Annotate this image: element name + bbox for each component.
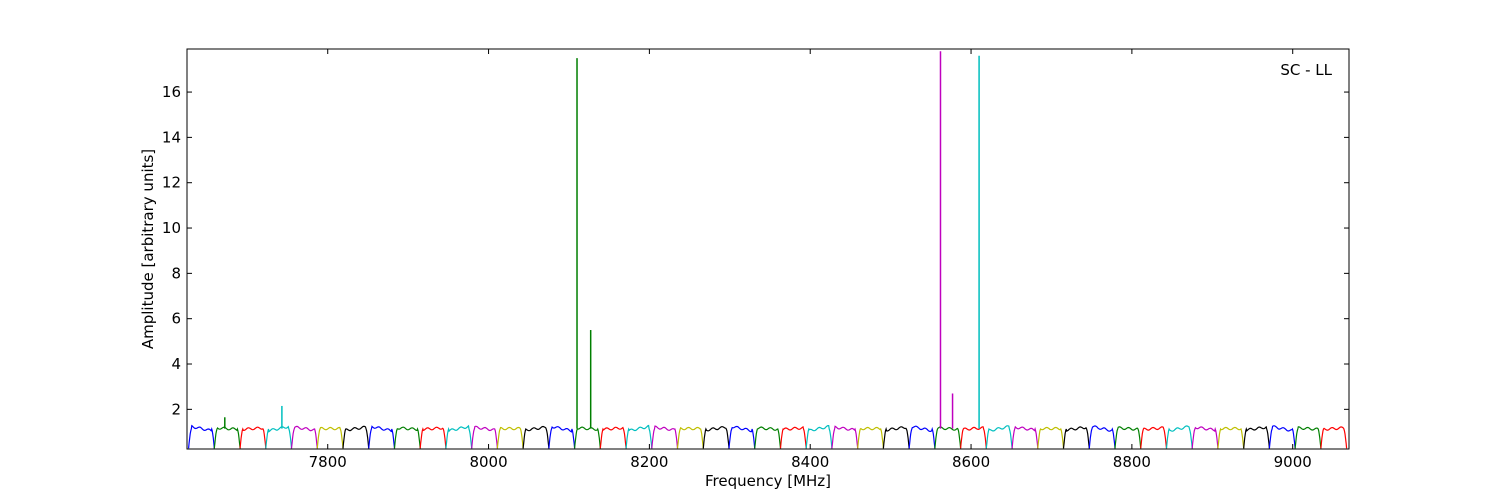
channel-line xyxy=(882,426,910,449)
channel-line xyxy=(805,425,833,449)
x-tick-label: 8400 xyxy=(791,453,829,471)
channel-line xyxy=(1243,425,1270,449)
channel-line xyxy=(676,426,704,449)
x-axis-ticks: 7800 8000 8200 8400 8600 8800 9000 xyxy=(309,49,1312,471)
y-tick-label: 16 xyxy=(162,83,181,101)
y-tick-label: 14 xyxy=(162,128,181,146)
channel-line xyxy=(1320,426,1348,449)
channel-line xyxy=(754,426,782,449)
channel-line xyxy=(496,426,524,449)
channel-line xyxy=(908,425,936,449)
channel-line xyxy=(213,426,241,449)
channel-line xyxy=(393,426,421,449)
channel-line xyxy=(419,426,447,449)
channel-line xyxy=(445,424,473,449)
channel-line xyxy=(857,426,884,449)
y-tick-label: 8 xyxy=(171,264,181,282)
spectrum-lines xyxy=(188,424,1348,449)
channel-line xyxy=(548,425,576,449)
channel-line xyxy=(728,425,756,449)
channel-line xyxy=(1165,425,1193,449)
y-tick-label: 2 xyxy=(171,400,181,418)
channel-line xyxy=(934,426,962,449)
channel-line xyxy=(239,426,267,449)
channel-line xyxy=(574,426,601,449)
channel-line xyxy=(1217,426,1245,449)
y-tick-label: 4 xyxy=(171,355,181,373)
channel-line xyxy=(1294,426,1322,449)
x-tick-label: 8000 xyxy=(469,453,507,471)
channel-line xyxy=(960,426,987,449)
channel-line xyxy=(342,425,370,449)
channel-line xyxy=(471,425,498,449)
y-tick-label: 12 xyxy=(162,174,181,192)
channel-line xyxy=(779,425,807,449)
x-tick-label: 9000 xyxy=(1274,453,1312,471)
channel-line xyxy=(1037,426,1065,449)
channel-line xyxy=(702,426,730,449)
y-axis-ticks: 2 4 6 8 10 12 14 16 xyxy=(162,83,1349,418)
channel-line xyxy=(1088,425,1116,449)
x-tick-label: 7800 xyxy=(309,453,347,471)
x-tick-label: 8600 xyxy=(952,453,990,471)
x-axis-label: Frequency [MHz] xyxy=(705,472,831,490)
channel-line xyxy=(625,424,653,449)
channel-line xyxy=(831,425,859,449)
channel-line xyxy=(1011,425,1039,449)
channel-line xyxy=(265,425,293,449)
channel-line xyxy=(1140,426,1168,449)
y-tick-label: 10 xyxy=(162,219,181,237)
y-axis-label: Amplitude [arbitrary units] xyxy=(139,149,157,349)
x-tick-label: 8200 xyxy=(630,453,668,471)
channel-line xyxy=(522,425,550,449)
channel-line xyxy=(1062,426,1090,449)
y-tick-label: 6 xyxy=(171,310,181,328)
channel-line xyxy=(368,425,396,449)
channel-line xyxy=(1114,426,1142,449)
channel-line xyxy=(290,425,318,449)
rfi-spikes xyxy=(224,51,980,429)
channel-line xyxy=(651,425,679,449)
plot-annotation: SC - LL xyxy=(1280,61,1332,79)
plot-frame xyxy=(186,48,1350,450)
x-tick-label: 8800 xyxy=(1113,453,1151,471)
channel-line xyxy=(985,425,1013,449)
channel-line xyxy=(1191,426,1219,449)
channel-line xyxy=(316,426,344,449)
channel-line xyxy=(599,426,627,449)
channel-line xyxy=(1268,425,1296,449)
channel-line xyxy=(188,424,215,449)
